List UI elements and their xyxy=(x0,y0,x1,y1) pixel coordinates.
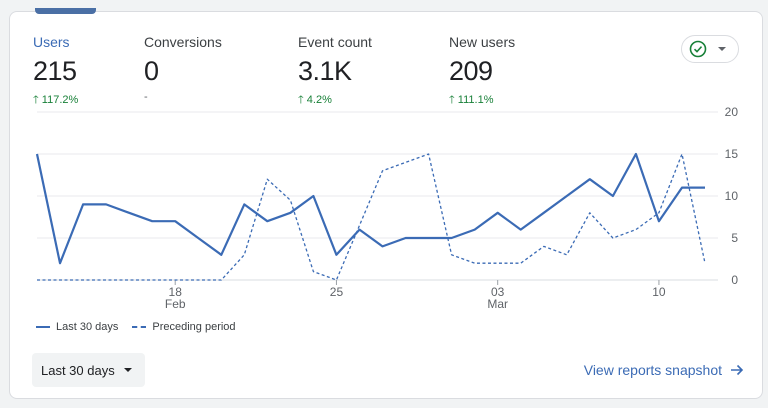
check-circle-icon xyxy=(689,40,707,58)
metric-delta: 🡑 111.1% xyxy=(449,94,494,106)
metric-delta: 🡑 117.2% xyxy=(33,94,79,106)
solid-line-swatch xyxy=(36,326,50,328)
metric-conversions[interactable]: Conversions 0 - xyxy=(144,34,222,103)
legend-item-last-30-days: Last 30 days xyxy=(36,321,118,333)
active-tab-indicator xyxy=(35,8,96,14)
dashed-line-swatch xyxy=(132,326,147,328)
x-tick-sublabel: Mar xyxy=(487,297,508,311)
chart-legend: Last 30 days Preceding period xyxy=(36,321,236,333)
series-line-preceding-period xyxy=(37,153,706,281)
series-line-last-30-days xyxy=(35,152,705,265)
y-tick-label: 20 xyxy=(725,105,739,119)
metric-delta: 🡑 4.2% xyxy=(298,94,332,106)
x-tick-label: 25 xyxy=(330,285,344,299)
date-range-label: Last 30 days xyxy=(41,362,115,378)
metric-label: Event count xyxy=(298,34,372,50)
y-tick-label: 10 xyxy=(725,189,739,203)
metric-delta: - xyxy=(144,91,148,103)
caret-down-icon xyxy=(124,368,132,372)
metric-users[interactable]: Users 215 🡑 117.2% xyxy=(33,34,78,110)
metric-label: Conversions xyxy=(144,34,222,50)
compare-toggle-button[interactable] xyxy=(681,35,739,63)
x-tick-label: 10 xyxy=(652,285,666,299)
overview-card xyxy=(9,11,763,399)
metric-value: 3.1K xyxy=(298,56,352,86)
view-link-label: View reports snapshot xyxy=(583,362,722,378)
x-tick-label: 03 xyxy=(491,285,505,299)
metric-new-users[interactable]: New users 209 🡑 111.1% xyxy=(449,34,515,110)
caret-down-icon xyxy=(718,47,726,51)
metric-value: 209 xyxy=(449,56,493,86)
metric-label: New users xyxy=(449,34,516,50)
date-range-dropdown[interactable]: Last 30 days xyxy=(32,353,145,387)
arrow-up-icon: 🡑 xyxy=(33,94,39,106)
x-tick-sublabel: Feb xyxy=(165,297,186,311)
y-tick-label: 0 xyxy=(731,273,738,287)
metric-value: 0 xyxy=(144,56,159,86)
y-tick-label: 5 xyxy=(731,231,738,245)
x-tick-label: 18 xyxy=(169,285,183,299)
metric-value: 215 xyxy=(33,56,77,86)
legend-item-preceding-period: Preceding period xyxy=(132,321,236,333)
y-tick-label: 15 xyxy=(725,147,739,161)
arrow-up-icon: 🡑 xyxy=(298,94,304,106)
metric-label: Users xyxy=(33,34,70,50)
arrow-right-icon xyxy=(731,364,744,376)
view-reports-snapshot-link[interactable]: View reports snapshot xyxy=(584,362,744,378)
arrow-up-icon: 🡑 xyxy=(449,94,455,106)
metric-event-count[interactable]: Event count 3.1K 🡑 4.2% xyxy=(298,34,372,110)
